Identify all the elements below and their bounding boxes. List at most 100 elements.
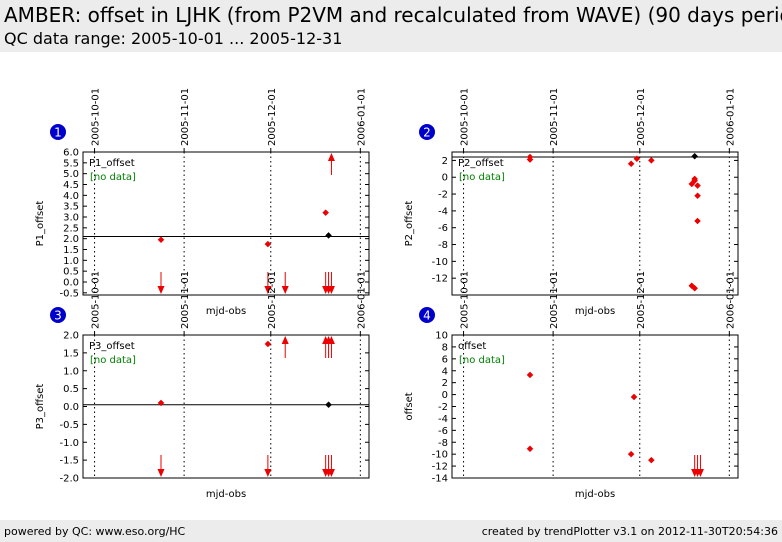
chart4-data-point: [647, 456, 655, 464]
chart1-y-tick-label: 4.0: [63, 191, 79, 202]
chart3-y-tick-label: -0.5: [59, 420, 79, 431]
chart3-badge-number: 3: [54, 309, 62, 323]
chart3-y-tick-label: 2.0: [63, 331, 79, 342]
chart4-y-tick-label: -6: [438, 426, 448, 437]
chart1-y-axis-label: P1_offset: [35, 201, 46, 247]
chart3-date-tick-label: 2005-11-01: [180, 271, 191, 329]
header-bar: AMBER: offset in LJHK (from P2VM and rec…: [0, 0, 782, 52]
chart3-x-axis-label: mjd-obs: [206, 489, 246, 500]
chart1-plot-frame: [82, 151, 370, 296]
chart3-y-tick-label: -1.5: [59, 456, 79, 467]
chart3-y-tick-label: -2.0: [59, 474, 79, 485]
chart3-outlier-low-arrow: [327, 469, 335, 477]
chart2-data-point: [691, 177, 699, 184]
page-title: AMBER: offset in LJHK (from P2VM and rec…: [4, 3, 782, 27]
chart4-date-tick-label: 2005-11-01: [549, 271, 560, 329]
chart3-data-point: [157, 399, 165, 407]
chart1-y-tick-label: 2.0: [63, 234, 79, 245]
chart2-date-tick-label: 2005-12-01: [636, 88, 647, 146]
chart3-date-tick-label: 2006-01-01: [356, 271, 367, 329]
chart1-y-tick-label: 5.0: [63, 169, 79, 180]
chart3-latest-point: [325, 401, 332, 409]
chart2-y-axis-label: P2_offset: [404, 201, 415, 247]
footer-bar: powered by QC: www.eso.org/HC created by…: [0, 520, 782, 542]
chart1-y-tick-label: 6.0: [63, 148, 79, 159]
charts-area: 1 2005-10-01 2005-11-01 2005-12-01 2006-01-0…: [35, 88, 739, 500]
chart4-badge-number: 4: [423, 309, 431, 323]
chart2-data-point: [694, 182, 701, 190]
chart1-date-tick-label: 2005-10-01: [91, 88, 102, 146]
chart1-outlier-low-arrow: [157, 286, 165, 294]
chart2-data-point: [526, 156, 534, 163]
chart3-outlier-high-arrow: [327, 336, 335, 344]
chart1-y-tick-label: -0.5: [59, 288, 79, 299]
chart4-date-tick-label: 2006-01-01: [725, 271, 736, 329]
chart3-date-tick-label: 2005-12-01: [267, 271, 278, 329]
chart1-y-tick-label: 5.5: [63, 158, 79, 169]
chart1-y-tick-label: 3.5: [63, 202, 79, 213]
chart4-data-point: [630, 393, 638, 401]
chart2-badge-number: 2: [423, 126, 431, 140]
chart1-y-tick-label: 0.5: [63, 267, 79, 278]
chart4-data-point: [627, 450, 635, 458]
chart4-y-tick-label: 0: [442, 390, 448, 401]
chart2-data-point: [691, 284, 699, 292]
chart3-y-axis-label: P3_offset: [35, 384, 46, 430]
chart2-data-point: [627, 160, 635, 168]
chart4-y-tick-label: 8: [442, 342, 448, 353]
chart4-y-axis-label: offset: [404, 392, 415, 420]
chart2-no-data-label: [no data]: [459, 172, 505, 183]
chart3-series-label: P3_offset: [89, 341, 135, 352]
chart1-y-tick-label: 2.5: [63, 223, 79, 234]
chart2-y-tick-label: -4: [438, 206, 448, 217]
chart1-outlier-high-arrow: [327, 153, 335, 161]
chart4-series-label: offset: [458, 341, 486, 352]
chart3-outlier-low-arrow: [264, 469, 272, 477]
chart2-data-point: [694, 217, 701, 225]
chart2-date-tick-label: 2006-01-01: [725, 88, 736, 146]
chart3-y-tick-label: 0.5: [63, 384, 79, 395]
chart4-y-tick-label: 6: [442, 354, 448, 365]
chart4-y-tick-label: 10: [435, 331, 448, 342]
chart2-plot-frame: [451, 151, 739, 296]
chart2-date-tick-label: 2005-11-01: [549, 88, 560, 146]
chart4-y-tick-label: -10: [432, 450, 448, 461]
chart3-y-tick-label: 1.0: [63, 366, 79, 377]
chart4-data-point: [526, 445, 534, 453]
qc-data-range: QC data range: 2005-10-01 ... 2005-12-31: [4, 29, 343, 48]
chart4-outlier-low-arrow: [696, 469, 704, 477]
chart3-data-point: [264, 340, 272, 348]
chart4-y-tick-label: -4: [438, 414, 448, 425]
chart2-badge-circle: [419, 124, 435, 140]
chart4-y-tick-label: 2: [442, 378, 448, 389]
chart1-x-axis-label: mjd-obs: [206, 306, 246, 317]
chart4-y-tick-label: -12: [432, 462, 448, 473]
chart1-data-point: [264, 240, 272, 248]
chart1-date-tick-label: 2005-12-01: [267, 88, 278, 146]
chart1-latest-point: [325, 232, 332, 239]
chart2-y-tick-label: -2: [438, 190, 448, 201]
chart1-y-tick-label: 3.0: [63, 213, 79, 224]
chart1-y-tick-label: 4.5: [63, 180, 79, 191]
chart2-x-axis-label: mjd-obs: [575, 306, 615, 317]
footer-created-by: created by trendPlotter v3.1 on 2012-11-…: [481, 525, 778, 538]
chart4-badge-circle: [419, 307, 435, 323]
chart3-outlier-high-arrow: [281, 336, 289, 344]
chart2-latest-point: [691, 152, 699, 160]
chart2-y-tick-label: 2: [442, 156, 448, 167]
chart3-y-tick-label: -1.0: [59, 438, 79, 449]
chart1-no-data-label: [no data]: [90, 172, 136, 183]
chart1-y-tick-label: 1.5: [63, 245, 79, 256]
chart2-data-point: [633, 155, 641, 163]
chart2-y-tick-label: -12: [432, 274, 448, 285]
chart4-date-tick-label: 2005-12-01: [636, 271, 647, 329]
chart2-date-tick-label: 2005-10-01: [460, 88, 471, 146]
chart1-series-label: P1_offset: [89, 158, 135, 169]
chart2-y-tick-label: -10: [432, 257, 448, 268]
chart1-outlier-low-arrow: [281, 286, 289, 294]
chart1-date-tick-label: 2005-11-01: [180, 88, 191, 146]
chart4-no-data-label: [no data]: [459, 355, 505, 366]
chart3-date-tick-label: 2005-10-01: [91, 271, 102, 329]
chart3-badge-circle: [50, 307, 66, 323]
chart2-series-label: P2_offset: [458, 158, 504, 169]
